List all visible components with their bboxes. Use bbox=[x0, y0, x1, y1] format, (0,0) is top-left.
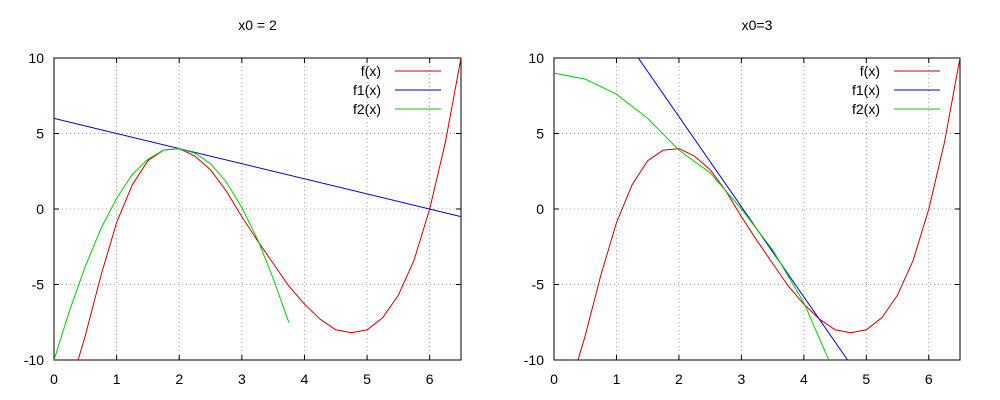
x-tick-label: 0 bbox=[550, 371, 558, 387]
x-tick-label: 5 bbox=[363, 371, 371, 387]
x-tick-label: 6 bbox=[925, 371, 933, 387]
x-tick-label: 4 bbox=[301, 371, 309, 387]
legend-label: f2(x) bbox=[852, 101, 880, 117]
y-tick-label: -5 bbox=[532, 277, 545, 293]
chart-title: x0 = 2 bbox=[238, 17, 277, 33]
x-tick-label: 3 bbox=[238, 371, 246, 387]
series-line-f1x bbox=[637, 58, 849, 360]
y-tick-label: 5 bbox=[536, 126, 544, 142]
legend-label: f1(x) bbox=[852, 82, 880, 98]
series-line-fx bbox=[577, 58, 960, 360]
y-tick-label: -5 bbox=[32, 277, 45, 293]
series-line-f2x bbox=[54, 148, 290, 360]
y-tick-label: 10 bbox=[528, 50, 544, 66]
chart-title: x0=3 bbox=[742, 17, 773, 33]
chart-panel-2: x0=3 0 1 2 3 4 5 6 -10 -5 0 5 10 f(x) f1(x) f2(x) bbox=[524, 17, 961, 387]
plot-frame bbox=[53, 57, 462, 361]
y-tick-label: 0 bbox=[36, 201, 44, 217]
series-line-f1x bbox=[54, 117, 461, 218]
y-tick-label: 0 bbox=[536, 201, 544, 217]
x-tick-label: 4 bbox=[800, 371, 808, 387]
legend-label: f(x) bbox=[860, 63, 880, 79]
x-tick-label: 2 bbox=[175, 371, 183, 387]
x-tick-label: 1 bbox=[113, 371, 121, 387]
x-tick-label: 2 bbox=[675, 371, 683, 387]
legend-label: f2(x) bbox=[353, 101, 381, 117]
series-line-fx bbox=[77, 58, 461, 360]
chart-panel-1: x0 = 2 0 1 2 3 4 5 6 -10 -5 0 5 10 f(x) f1(x) f2(x) bbox=[24, 17, 462, 387]
x-tick-label: 0 bbox=[50, 371, 58, 387]
legend-label: f1(x) bbox=[353, 82, 381, 98]
series-line-f2x bbox=[554, 72, 830, 360]
y-tick-label: 5 bbox=[36, 126, 44, 142]
x-tick-label: 5 bbox=[862, 371, 870, 387]
x-tick-label: 3 bbox=[737, 371, 745, 387]
y-tick-label: -10 bbox=[24, 352, 44, 368]
legend-label: f(x) bbox=[361, 63, 381, 79]
x-tick-label: 6 bbox=[426, 371, 434, 387]
x-tick-label: 1 bbox=[613, 371, 621, 387]
y-tick-label: -10 bbox=[524, 352, 544, 368]
y-tick-label: 10 bbox=[28, 50, 44, 66]
